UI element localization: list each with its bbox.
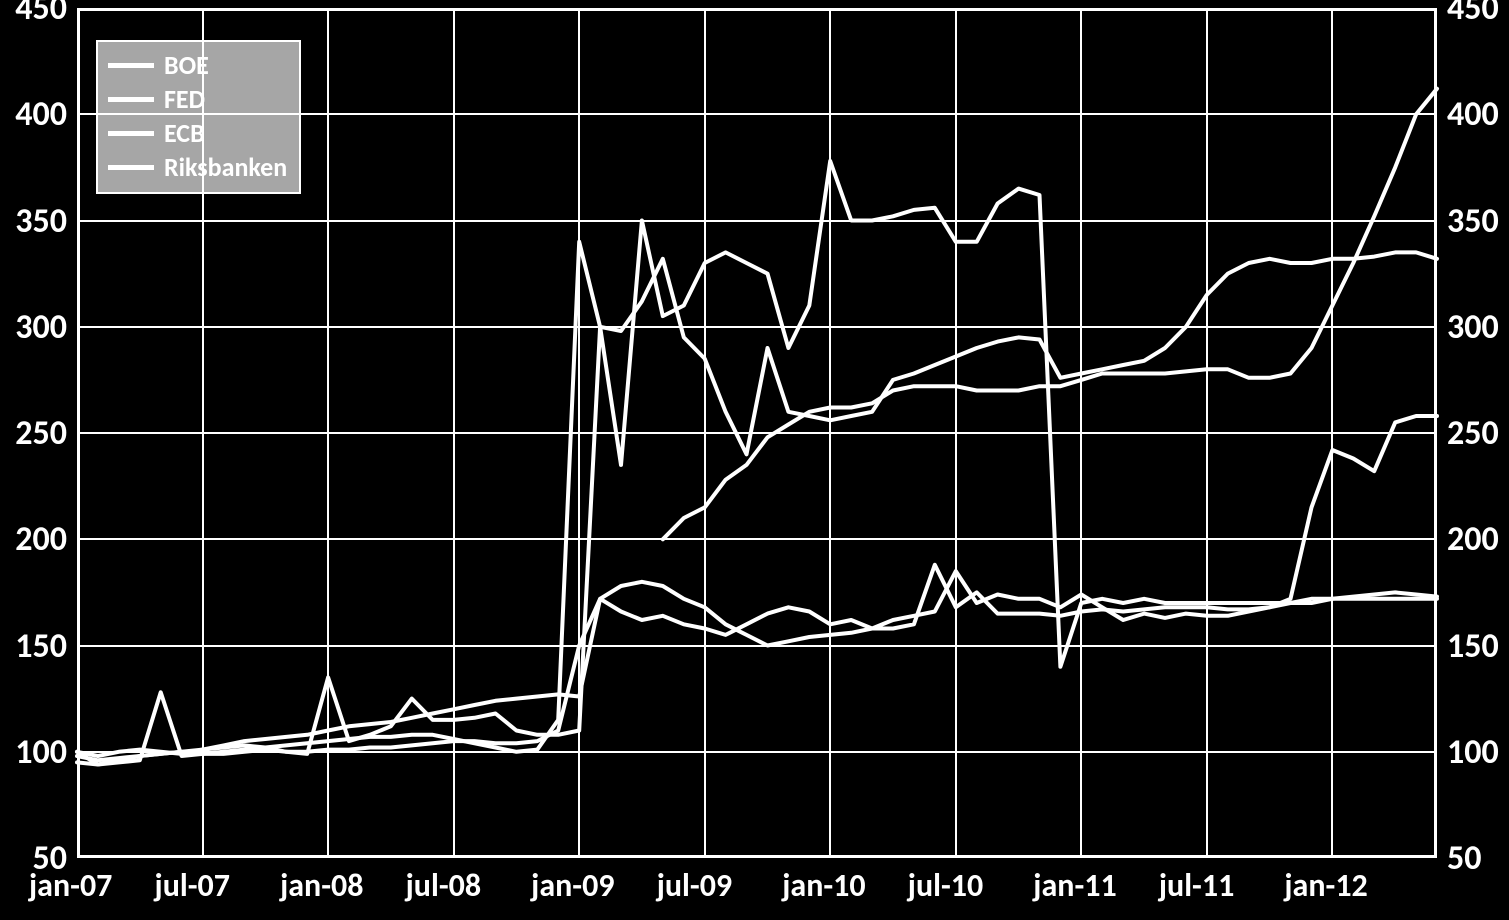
ytick-left: 450 — [15, 0, 67, 29]
legend-label: Riksbanken — [164, 151, 287, 183]
balance-sheet-index-chart: BOEFEDECBRiksbanken 50501001001501502002… — [0, 0, 1509, 920]
ytick-right: 100 — [1447, 732, 1499, 773]
ytick-right: 300 — [1447, 307, 1499, 348]
gridline-y — [77, 326, 1437, 328]
gridline-y — [77, 538, 1437, 540]
legend-item: Riksbanken — [108, 150, 287, 184]
gridline-x — [578, 8, 580, 858]
ytick-right: 350 — [1447, 201, 1499, 242]
gridline-y — [77, 113, 1437, 115]
gridline-x — [1206, 8, 1208, 858]
ytick-left: 300 — [15, 307, 67, 348]
gridline-y — [77, 751, 1437, 753]
xtick: jul-09 — [657, 866, 732, 905]
ytick-left: 100 — [15, 732, 67, 773]
xtick: jan-11 — [1033, 866, 1116, 905]
gridline-y — [77, 432, 1437, 434]
ytick-right: 450 — [1447, 0, 1499, 29]
xtick: jul-11 — [1159, 866, 1234, 905]
xtick: jan-07 — [29, 866, 112, 905]
ytick-right: 250 — [1447, 413, 1499, 454]
legend-swatch — [108, 165, 154, 170]
xtick: jul-10 — [908, 866, 983, 905]
gridline-x — [829, 8, 831, 858]
legend-item: ECB — [108, 116, 287, 150]
legend-swatch — [108, 63, 154, 68]
ytick-right: 200 — [1447, 519, 1499, 560]
ytick-left: 400 — [15, 94, 67, 135]
legend-swatch — [108, 97, 154, 102]
xtick: jan-09 — [531, 866, 614, 905]
ytick-left: 350 — [15, 201, 67, 242]
xtick: jan-08 — [280, 866, 363, 905]
ytick-left: 150 — [15, 626, 67, 667]
gridline-y — [77, 645, 1437, 647]
gridline-x — [327, 8, 329, 858]
xtick: jan-10 — [782, 866, 865, 905]
gridline-x — [202, 8, 204, 858]
xtick: jan-12 — [1284, 866, 1367, 905]
xtick: jul-08 — [406, 866, 481, 905]
legend-item: FED — [108, 82, 287, 116]
ytick-right: 400 — [1447, 94, 1499, 135]
gridline-x — [955, 8, 957, 858]
legend-label: ECB — [164, 117, 205, 149]
gridline-x — [1331, 8, 1333, 858]
legend-label: FED — [164, 83, 205, 115]
gridline-x — [1080, 8, 1082, 858]
gridline-x — [453, 8, 455, 858]
ytick-right: 150 — [1447, 626, 1499, 667]
ytick-right: 50 — [1447, 838, 1481, 879]
gridline-y — [77, 220, 1437, 222]
gridline-x — [704, 8, 706, 858]
legend: BOEFEDECBRiksbanken — [96, 40, 301, 194]
ytick-left: 250 — [15, 413, 67, 454]
legend-swatch — [108, 131, 154, 136]
xtick: jul-07 — [155, 866, 230, 905]
legend-item: BOE — [108, 48, 287, 82]
ytick-left: 200 — [15, 519, 67, 560]
